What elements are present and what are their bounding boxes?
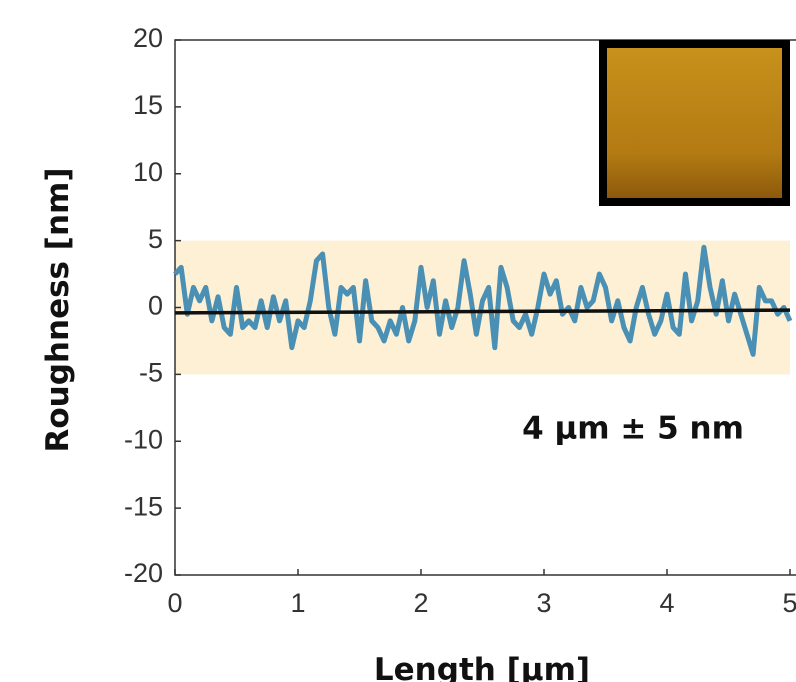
x-tick-label: 2 [413, 588, 428, 618]
y-tick-label: 10 [133, 157, 163, 187]
x-tick-label: 3 [536, 588, 551, 618]
y-tick-label: -5 [139, 358, 163, 388]
y-tick-label: 5 [148, 224, 163, 254]
y-tick-label: -20 [124, 558, 163, 588]
x-tick-label: 4 [659, 588, 674, 618]
y-tick-label: 15 [133, 90, 163, 120]
y-tick-label: -10 [124, 424, 163, 454]
plot-frame [174, 39, 796, 576]
data-line [174, 308, 791, 315]
y-tick-label: -15 [124, 491, 163, 521]
y-tick-label: 20 [133, 23, 163, 53]
x-tick-label: 0 [167, 588, 182, 618]
x-tick-label: 1 [290, 588, 305, 618]
inset-image [599, 40, 790, 206]
x-axis-label: Length [µm] [374, 652, 590, 682]
y-tick-label: 0 [148, 291, 163, 321]
x-tick-label: 5 [782, 588, 796, 618]
annotation: 4 µm ± 5 nm [522, 411, 744, 447]
y-axis-label: Roughness [nm] [40, 168, 76, 453]
